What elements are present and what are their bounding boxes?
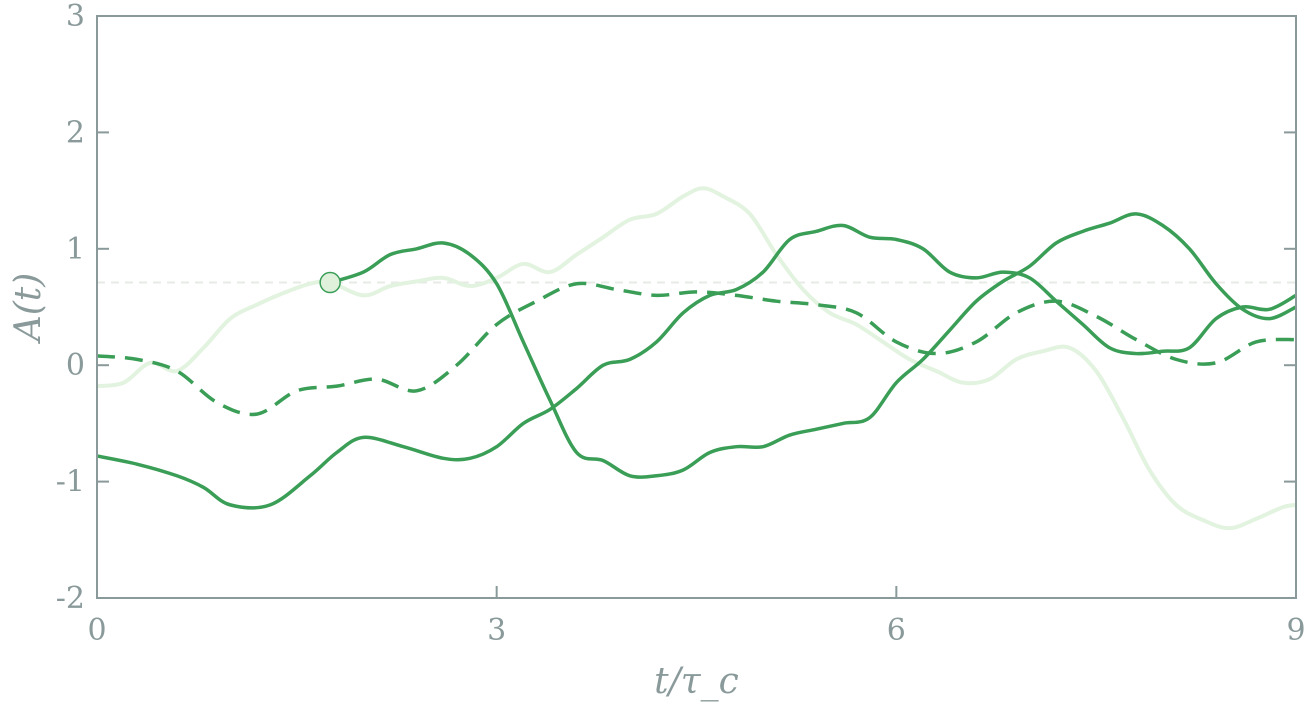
y-tick-label: -1: [56, 465, 85, 500]
marker-layer: [319, 271, 341, 294]
y-tick-label: 0: [66, 348, 85, 383]
y-axis-label: A(t): [8, 273, 49, 345]
series-layer: [97, 186, 1296, 531]
x-tick-label: 3: [487, 613, 506, 648]
y-tick-label: -2: [56, 581, 85, 616]
start-marker: [319, 271, 341, 294]
x-tick-label: 9: [1286, 613, 1304, 648]
y-tick-label: 2: [66, 115, 85, 150]
y-tick-label: 3: [66, 0, 85, 34]
series-line-3: [97, 223, 1296, 510]
x-tick-label: 6: [887, 613, 906, 648]
axis-labels: t/τ_c A(t): [8, 273, 739, 702]
ticks: 0 3 6 9 -2 -1 0 1 2 3: [56, 0, 1304, 648]
series-line-4: [328, 212, 1296, 479]
series-line-2: [97, 281, 1296, 417]
series-line-1: [97, 186, 1296, 531]
x-axis-label: t/τ_c: [654, 661, 739, 702]
axes: [96, 15, 1297, 599]
x-tick-label: 0: [87, 613, 106, 648]
y-tick-label: 1: [66, 232, 85, 267]
plot-frame: [96, 15, 1297, 599]
